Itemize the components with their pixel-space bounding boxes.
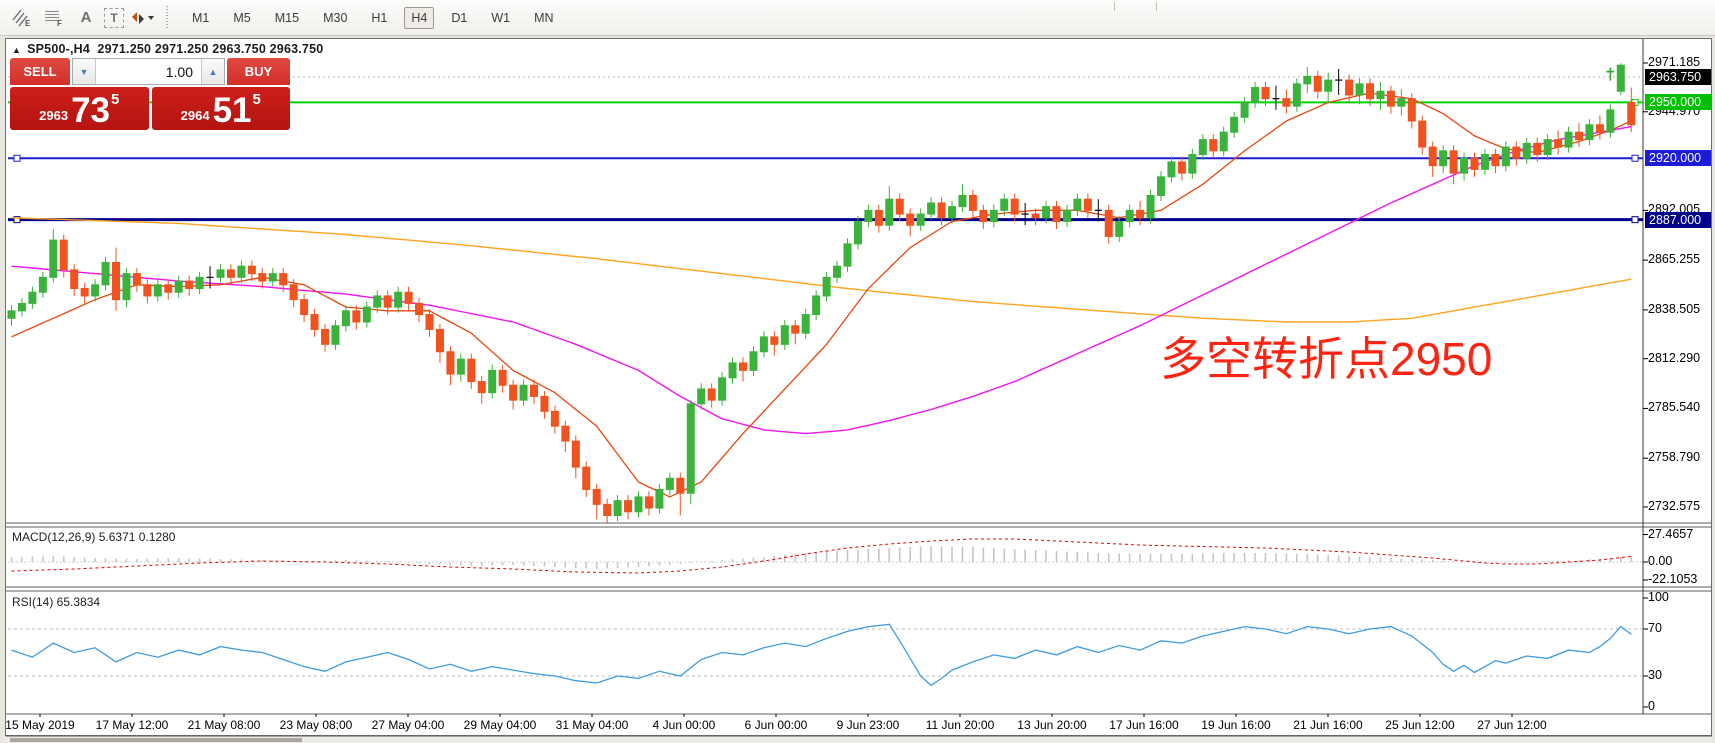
date-axis-label: 21 May 08:00 (187, 718, 261, 732)
price-axis-label: 2758.790 (1648, 450, 1701, 465)
date-axis-label: 21 Jun 16:00 (1293, 718, 1363, 732)
up-arrow-marker (1606, 67, 1615, 81)
volume-stepper: ▼ 1.00 ▲ (72, 58, 225, 85)
rsi-axis-label: 100 (1648, 590, 1669, 604)
text-box-t-icon[interactable]: T (104, 7, 124, 28)
price-axis-label: 2838.505 (1648, 301, 1701, 316)
buy-button[interactable]: BUY (227, 58, 290, 85)
timeframe-button-M30[interactable]: M30 (323, 10, 348, 25)
svg-text:F: F (57, 19, 62, 28)
sell-button[interactable]: SELL (10, 58, 70, 85)
cycle-arrows-icon[interactable] (128, 5, 156, 31)
toolbar-divider-mark (1114, 2, 1115, 11)
timeframe-group: M1 M5 M15 M30 H1 H4 D1 W1 MN (174, 6, 564, 29)
macd-pane (8, 538, 1643, 574)
date-axis-label: 19 Jun 16:00 (1201, 718, 1271, 732)
timeframe-button-M1[interactable]: M1 (192, 10, 210, 25)
tool-icons-group: E F A T (0, 5, 156, 31)
timeframe-button-M5[interactable]: M5 (233, 10, 251, 25)
rsi-axis-label: 0 (1648, 699, 1655, 713)
date-axis-label: 27 May 04:00 (371, 718, 445, 732)
timeframe-button-H4[interactable]: H4 (404, 6, 435, 29)
price-axis-label: 2971.185 (1648, 55, 1701, 69)
timeframe-button-M15[interactable]: M15 (274, 10, 300, 25)
symbol-timeframe: SP500-,H4 (27, 42, 91, 56)
moving-average-line (11, 217, 1632, 323)
date-axis-label: 11 Jun 20:00 (925, 718, 995, 732)
macd-indicator-label: MACD(12,26,9) 5.6371 0.1280 (12, 530, 176, 544)
date-axis-label: 13 Jun 20:00 (1017, 718, 1087, 732)
macd-axis-label: 0.00 (1648, 554, 1673, 568)
svg-text:E: E (25, 19, 31, 28)
crosshatch-e-icon[interactable]: E (8, 5, 36, 31)
timeframe-button-W1[interactable]: W1 (491, 10, 511, 25)
rsi-axis-label: 30 (1648, 668, 1662, 682)
rsi-indicator-label: RSI(14) 65.3834 (12, 595, 101, 609)
moving-average-line (11, 125, 1632, 435)
price-tag-label: 2887.000 (1645, 211, 1711, 228)
toolbar-divider-mark (1156, 2, 1157, 11)
price-tag-label: 2920.000 (1645, 150, 1711, 167)
bid-price-panel[interactable]: 2963 73 5 (10, 87, 149, 130)
volume-input[interactable]: 1.00 (165, 63, 193, 80)
toolbar-separator (166, 5, 168, 30)
top-toolbar: E F A T (0, 0, 1715, 36)
volume-increase-button[interactable]: ▲ (201, 59, 224, 84)
date-axis-label: 15 May 2019 (5, 718, 75, 732)
price-axis-label: 2732.575 (1648, 499, 1701, 513)
horizontal-scrollbar[interactable] (6, 737, 1712, 743)
price-axis-label: 2785.540 (1648, 400, 1701, 415)
one-click-trading-panel: SELL ▼ 1.00 ▲ BUY 2963 73 5 2964 51 5 (10, 58, 290, 130)
date-axis-label: 17 Jun 16:00 (1109, 718, 1179, 732)
ask-price-sup: 5 (252, 91, 261, 108)
bid-price-sup: 5 (111, 91, 120, 108)
date-axis-label: 29 May 04:00 (463, 718, 537, 732)
date-axis-label: 6 Jun 00:00 (744, 718, 808, 732)
scrollbar-thumb[interactable] (10, 738, 302, 742)
chart-title: ▲ SP500-,H4 2971.250 2971.250 2963.750 29… (12, 42, 323, 56)
price-tag-label: 2950.000 (1645, 94, 1711, 111)
chart-text-annotation[interactable]: 多空转折点2950 (1160, 333, 1493, 385)
rsi-axis-label: 70 (1648, 621, 1662, 635)
volume-decrease-button[interactable]: ▼ (73, 59, 96, 84)
date-axis-label: 17 May 12:00 (95, 718, 169, 732)
price-tag-label: 2963.750 (1645, 68, 1711, 85)
ask-price-whole: 2964 (180, 108, 210, 123)
chart-window (5, 38, 1712, 736)
candles-layer (7, 63, 1636, 523)
ohlc-values: 2971.250 2971.250 2963.750 2963.750 (97, 42, 324, 56)
collapse-triangle-icon[interactable]: ▲ (12, 45, 22, 55)
ask-price-big: 51 (212, 90, 252, 130)
letter-a-icon[interactable]: A (80, 9, 92, 26)
date-axis-label: 23 May 08:00 (279, 718, 353, 732)
price-axis-label: 2865.255 (1648, 252, 1701, 267)
date-axis-label: 27 Jun 12:00 (1477, 718, 1547, 732)
bid-price-big: 73 (71, 90, 110, 130)
macd-axis-label: -22.1053 (1648, 572, 1698, 586)
moving-average-line (11, 92, 1632, 498)
timeframe-button-H1[interactable]: H1 (371, 10, 388, 25)
price-axis-label: 2812.290 (1648, 350, 1701, 365)
timeframe-button-D1[interactable]: D1 (451, 10, 468, 25)
macd-axis-label: 27.4657 (1648, 526, 1694, 541)
ask-price-panel[interactable]: 2964 51 5 (151, 87, 290, 130)
pane-borders (6, 39, 1712, 737)
bid-price-whole: 2963 (39, 108, 69, 123)
date-axis-label: 25 Jun 12:00 (1385, 718, 1455, 732)
date-axis-label: 31 May 04:00 (555, 718, 629, 732)
date-axis-label: 4 Jun 00:00 (652, 718, 716, 732)
rsi-pane (8, 623, 1643, 687)
date-axis-label: 9 Jun 23:00 (836, 718, 900, 732)
grid-f-icon[interactable]: F (40, 5, 68, 31)
timeframe-button-MN[interactable]: MN (534, 10, 554, 25)
